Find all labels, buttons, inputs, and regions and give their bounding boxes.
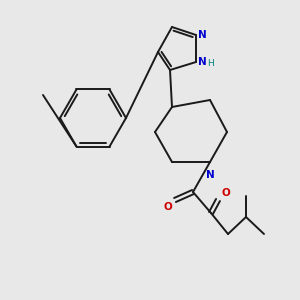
- Text: O: O: [163, 202, 172, 212]
- Text: N: N: [198, 57, 207, 67]
- Text: H: H: [207, 59, 214, 68]
- Text: O: O: [221, 188, 230, 198]
- Text: N: N: [198, 30, 207, 40]
- Text: N: N: [206, 170, 214, 180]
